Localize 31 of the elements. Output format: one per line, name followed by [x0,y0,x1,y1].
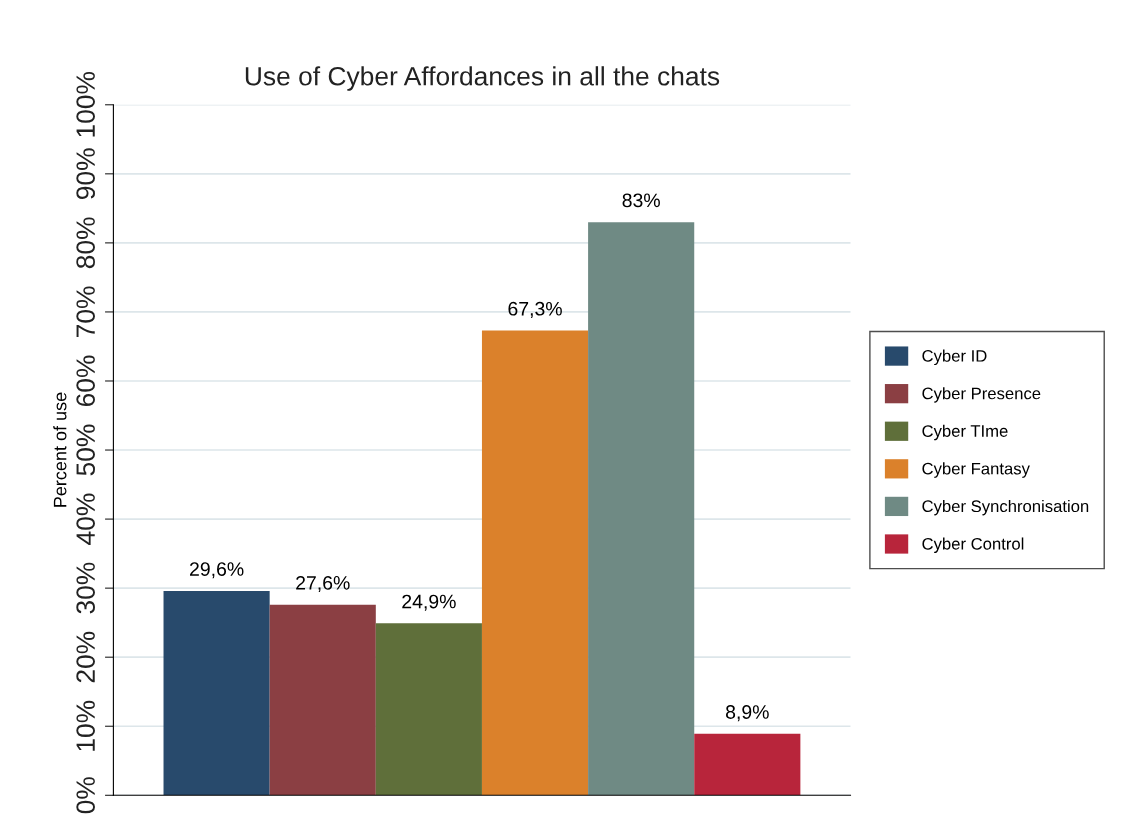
y-tick-label: 100% [76,71,95,137]
y-tick-label: 70% [76,286,95,337]
legend-label: Cyber Control [922,537,1024,553]
chart-title: Use of Cyber Affordances in all the chats [245,66,720,91]
y-tick-label: 20% [76,631,95,683]
bar [375,623,482,796]
data-label: 27,6% [296,575,350,593]
y-tick-label: 50% [76,424,95,476]
data-label: 8,9% [725,705,769,722]
bar [694,733,801,796]
y-tick-label: 60% [76,355,95,407]
legend-label: Cyber ID [922,349,987,366]
y-tick-label: 40% [76,493,95,545]
y-axis-title: Percent of use [53,392,67,507]
data-label: 29,6% [190,562,244,579]
data-label: 24,9% [402,594,456,611]
bar [163,590,270,796]
legend-label: Cyber Presence [922,387,1041,403]
legend-label: Cyber TIme [922,424,1008,441]
y-tick-label: 10% [76,700,95,751]
data-label: 83% [622,193,660,208]
y-tick-label: 90% [76,148,95,199]
legend-label: Cyber Synchronisation [922,499,1089,516]
bar [269,604,376,796]
data-label: 67,3% [508,301,562,318]
y-tick-label: 30% [76,562,95,614]
bar [588,222,695,796]
bar [481,330,589,796]
y-tick-label: 80% [76,217,95,269]
y-tick-label: 0% [76,777,95,814]
legend-label: Cyber Fantasy [922,462,1030,478]
